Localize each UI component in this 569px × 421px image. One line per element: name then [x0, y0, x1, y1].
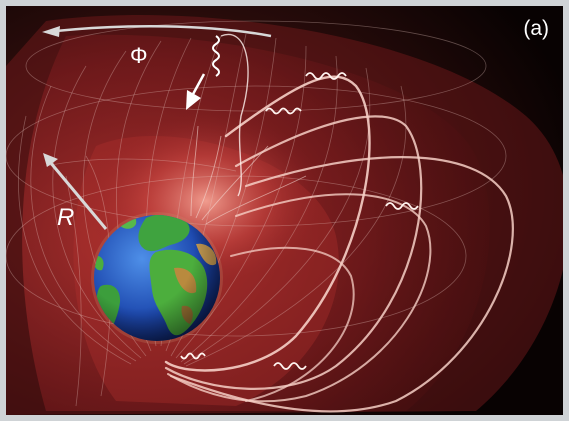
radius-label: R	[57, 204, 75, 231]
panel-label: (a)	[523, 17, 549, 40]
earth-globe-icon	[91, 212, 223, 344]
diagram-frame: (a) Φ R	[6, 6, 563, 415]
drift-arrow-icon	[186, 35, 220, 110]
azimuth-label: Φ	[130, 43, 148, 68]
field-lines	[164, 75, 514, 413]
azimuth-arrow-icon	[42, 25, 272, 38]
gyrating-particle-icon	[180, 33, 419, 370]
radial-arrow-icon	[43, 153, 108, 230]
polar-field-lines	[190, 125, 307, 225]
magnetosphere-diagram	[6, 6, 563, 415]
